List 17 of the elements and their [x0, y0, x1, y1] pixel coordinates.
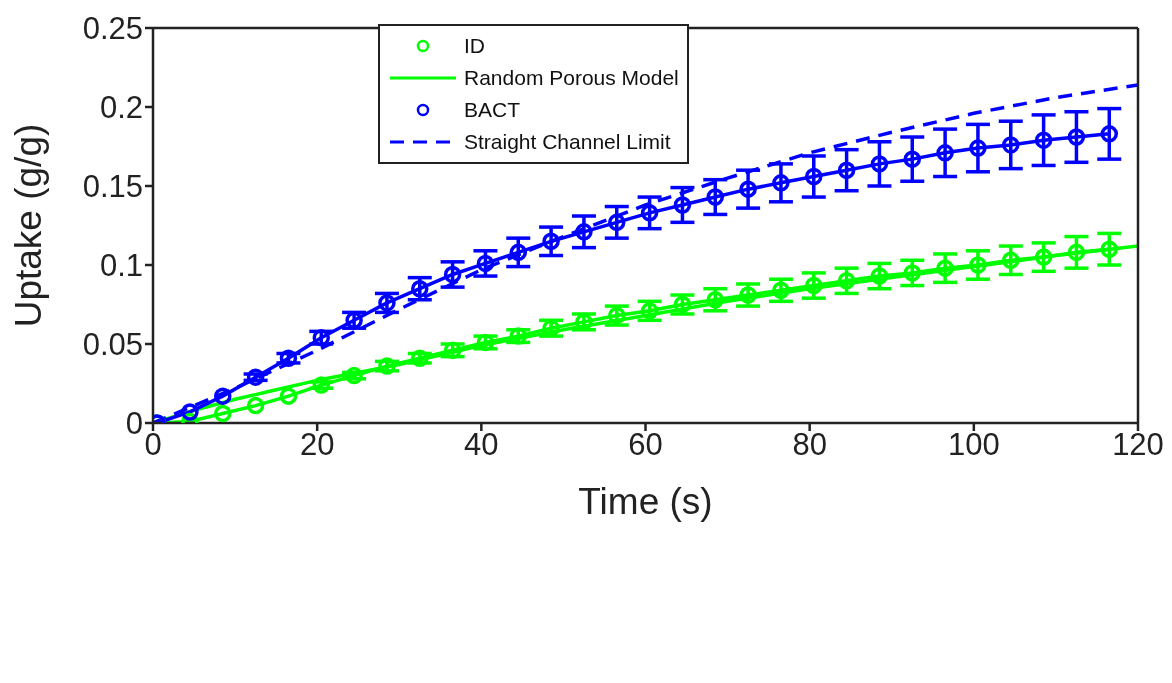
legend-label: Random Porous Model [464, 66, 679, 90]
x-axis-title: Time (s) [578, 481, 713, 522]
y-tick-label: 0.15 [82, 169, 143, 205]
x-tick-label: 100 [947, 427, 1000, 463]
y-tick-label: 0.25 [82, 11, 143, 47]
y-tick-label: 0.1 [99, 248, 143, 284]
y-axis-title: Uptake (g/g) [8, 123, 50, 328]
x-tick-label: 80 [792, 427, 827, 463]
x-tick-label: 60 [628, 427, 663, 463]
x-tick-label: 120 [1112, 427, 1164, 463]
x-tick-label: 20 [299, 427, 335, 463]
legend-label: Straight Channel Limit [464, 130, 671, 154]
legend-label: ID [464, 34, 485, 58]
y-tick-label: 0.05 [82, 327, 143, 363]
legend-label: BACT [464, 98, 521, 122]
x-tick-label: 40 [464, 427, 499, 463]
y-tick-label: 0.2 [99, 90, 143, 125]
